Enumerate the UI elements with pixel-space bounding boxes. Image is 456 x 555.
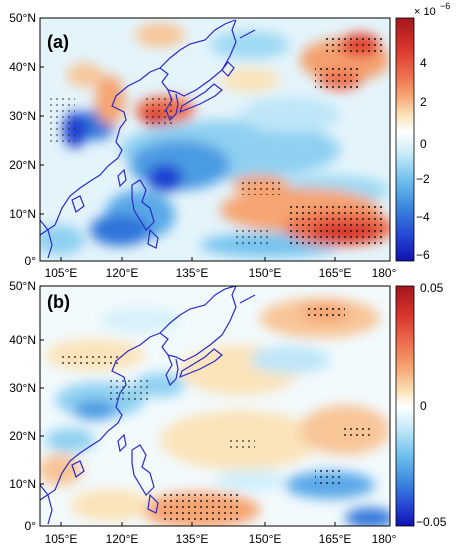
x-tick-label: 165°E	[319, 266, 352, 280]
colorbar-tick: −0.05	[416, 515, 447, 529]
y-tick-label: 30°N	[9, 381, 36, 395]
panel-b-frame	[39, 285, 391, 527]
y-tick-label: 0°	[25, 254, 37, 268]
y-tick-label: 20°N	[9, 429, 36, 443]
colorbar-tick: −4	[416, 210, 430, 224]
y-tick-label: 20°N	[9, 158, 36, 172]
y-tick-label: 0°	[25, 519, 37, 533]
panel-a-y-axis: 50°N 40°N 30°N 20°N 10°N 0°	[9, 11, 44, 268]
y-tick-label: 40°N	[9, 60, 36, 74]
colorbar-ticks: 0.05 0 −0.05	[416, 281, 447, 529]
panel-a: (a) 50°N 40°N 30°N 20°N 10°N 0° 105°E 12…	[9, 1, 450, 280]
panel-b-label: (b)	[47, 292, 70, 312]
x-tick-label: 165°E	[319, 532, 352, 546]
x-tick-label: 180°	[372, 532, 397, 546]
panel-b-field	[40, 286, 390, 526]
colorbar-scale-label: × 10	[414, 6, 436, 18]
colorbar-tick: 2	[420, 95, 427, 109]
panel-a-frame	[39, 17, 391, 262]
colorbar-tick: 0	[420, 137, 427, 151]
y-tick-label: 50°N	[9, 11, 36, 25]
y-tick-label: 30°N	[9, 109, 36, 123]
y-tick-label: 50°N	[9, 279, 36, 293]
colorbar-tick: 0.05	[420, 281, 444, 295]
panel-a-coastline	[40, 19, 256, 259]
panel-a-label: (a)	[47, 32, 69, 52]
colorbar-tick: −2	[416, 172, 430, 186]
y-tick-label: 10°N	[9, 477, 36, 491]
x-tick-label: 150°E	[249, 266, 282, 280]
panel-b-y-axis: 50°N 40°N 30°N 20°N 10°N 0°	[9, 279, 44, 533]
x-tick-label: 150°E	[249, 532, 282, 546]
colorbar-ticks: 4 2 0 −2 −4 −6	[416, 56, 430, 262]
panel-a-field	[40, 18, 390, 261]
colorbar-tick: 0	[420, 399, 427, 413]
panel-b: (b) 50°N 40°N 30°N 20°N 10°N 0° 105°E 12…	[9, 279, 447, 546]
colorbar-exponent: −6	[440, 1, 450, 11]
y-tick-label: 10°N	[9, 207, 36, 221]
panel-b-colorbar: 0.05 0 −0.05	[395, 281, 447, 529]
x-tick-label: 180°	[372, 266, 397, 280]
y-tick-label: 40°N	[9, 333, 36, 347]
panel-b-x-axis: 105°E 120°E 135°E 150°E 165°E 180°	[45, 522, 397, 546]
x-tick-label: 105°E	[45, 532, 78, 546]
colorbar-tick: −6	[416, 248, 430, 262]
panel-a-colorbar: × 10 −6 4 2 0 −2 −4 −6	[395, 1, 450, 262]
x-tick-label: 105°E	[45, 266, 78, 280]
x-tick-label: 120°E	[106, 532, 139, 546]
panel-a-x-axis: 105°E 120°E 135°E 150°E 165°E 180°	[45, 257, 397, 280]
panel-b-coastline	[40, 286, 256, 525]
x-tick-label: 135°E	[176, 532, 209, 546]
colorbar-tick: 4	[420, 56, 427, 70]
x-tick-label: 135°E	[176, 266, 209, 280]
x-tick-label: 120°E	[106, 266, 139, 280]
